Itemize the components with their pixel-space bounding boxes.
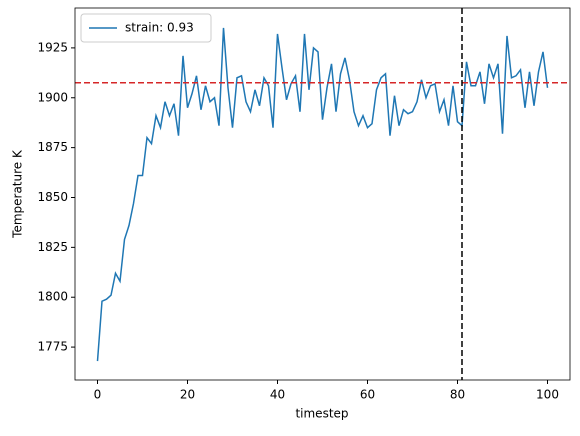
y-axis-label: Temperature K [11, 149, 25, 239]
x-tick-label: 40 [270, 388, 285, 402]
x-tick-label: 80 [450, 388, 465, 402]
x-tick-label: 100 [536, 388, 559, 402]
legend-box [80, 13, 212, 43]
legend-label: strain: 0.93 [125, 21, 194, 35]
y-tick-label: 1825 [37, 240, 68, 254]
y-tick-label: 1850 [37, 190, 68, 204]
data-line [96, 27, 549, 362]
x-axis-label: timestep [295, 407, 348, 421]
legend: strain: 0.93 [80, 13, 212, 43]
y-tick-label: 1800 [37, 290, 68, 304]
y-tick-label: 1900 [37, 90, 68, 104]
y-tick-label: 1925 [37, 40, 68, 54]
x-tick-label: 0 [94, 388, 102, 402]
x-tick-label: 20 [180, 388, 195, 402]
y-tick-label: 1775 [37, 340, 68, 354]
plot-frame [74, 7, 571, 381]
x-tick-label: 60 [360, 388, 375, 402]
y-tick-label: 1875 [37, 140, 68, 154]
